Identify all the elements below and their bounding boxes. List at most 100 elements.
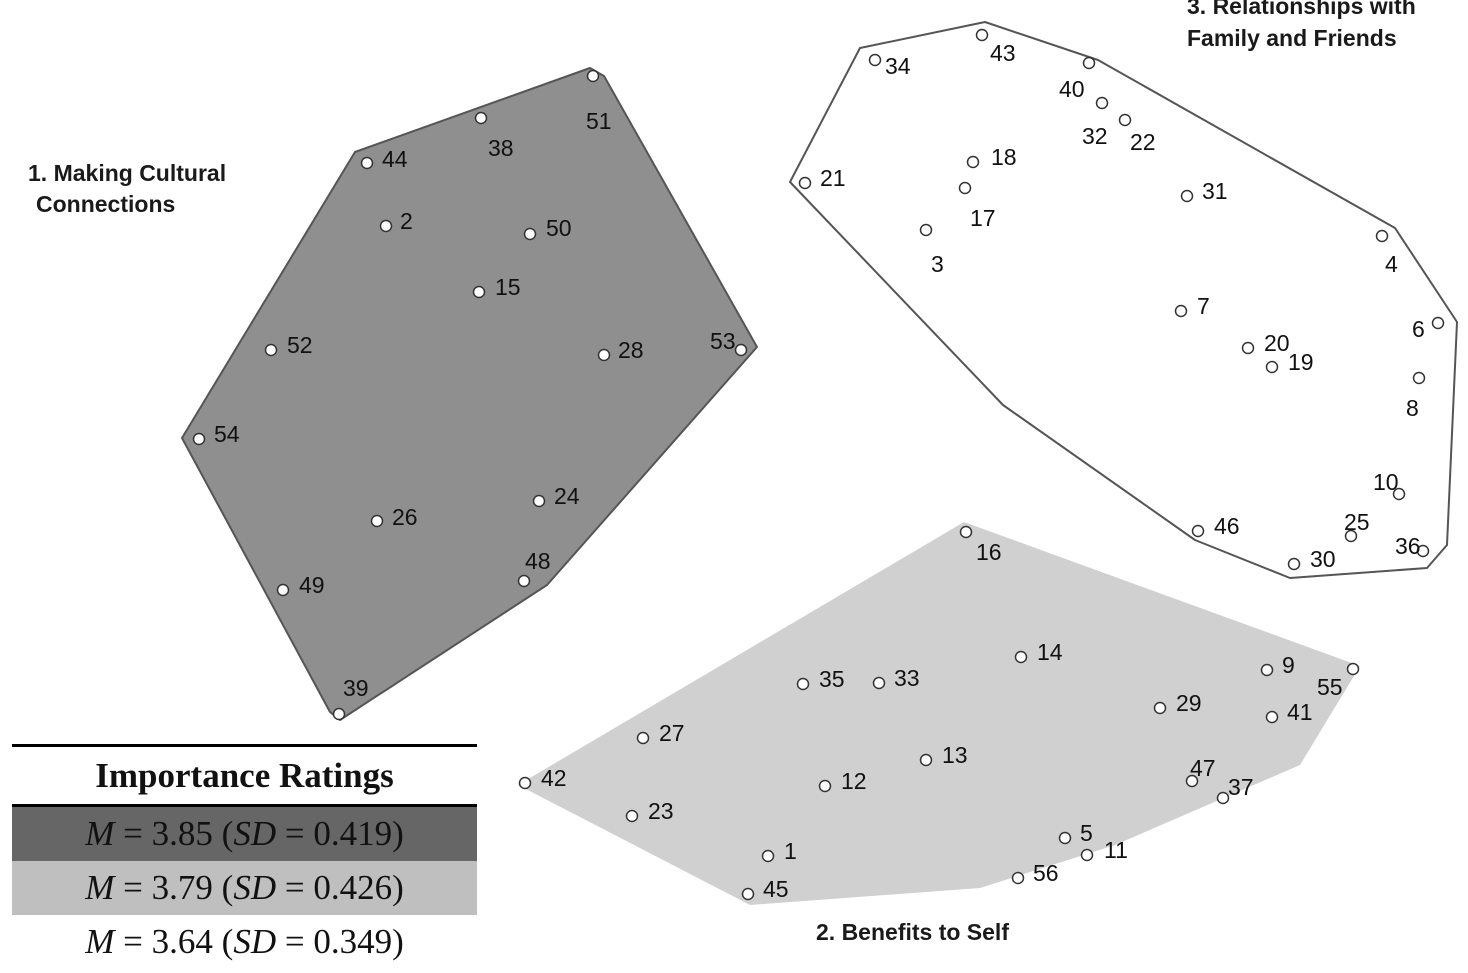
statement-point-10: [1392, 487, 1406, 501]
statement-point-47: [1185, 774, 1199, 788]
cluster-title-relationships: Family and Friends: [1187, 25, 1397, 51]
statement-label-20: 20: [1264, 330, 1290, 356]
statement-label-40: 40: [1059, 76, 1085, 102]
statement-label-9: 9: [1282, 652, 1295, 678]
statement-label-37: 37: [1228, 774, 1254, 800]
mean-value: 3.64: [151, 922, 213, 961]
statement-label-36: 36: [1395, 533, 1421, 559]
statement-label-25: 25: [1344, 509, 1370, 535]
legend-punct: ): [392, 814, 404, 853]
statement-label-13: 13: [942, 742, 968, 768]
cluster-region-relationships: [789, 21, 1458, 579]
statement-label-26: 26: [392, 504, 418, 530]
statement-label-53: 53: [710, 328, 736, 354]
statement-point-21: [798, 176, 812, 190]
sd-value: 0.419: [313, 814, 393, 853]
mean-value: 3.79: [151, 868, 213, 907]
statement-point-49: [276, 583, 290, 597]
statement-point-34: [868, 53, 882, 67]
statement-point-11: [1080, 848, 1094, 862]
statement-point-45: [741, 887, 755, 901]
statement-label-27: 27: [659, 720, 685, 746]
statement-label-55: 55: [1317, 674, 1343, 700]
mean-value: 3.85: [151, 814, 213, 853]
sd-symbol: SD: [233, 868, 277, 907]
importance-ratings-legend: Importance Ratings M = 3.85 (SD = 0.419)…: [12, 744, 477, 969]
statement-point-38: [474, 111, 488, 125]
statement-label-32: 32: [1082, 123, 1108, 149]
statement-point-43: [975, 28, 989, 42]
statement-point-30: [1287, 557, 1301, 571]
statement-point-24: [532, 494, 546, 508]
statement-point-22: [1118, 113, 1132, 127]
statement-point-2: [379, 219, 393, 233]
mean-symbol: M: [85, 868, 115, 907]
statement-label-38: 38: [488, 135, 514, 161]
legend-punct: ): [392, 868, 404, 907]
statement-point-7: [1174, 304, 1188, 318]
statement-label-49: 49: [299, 572, 325, 598]
legend-punct: (: [212, 814, 234, 853]
statement-label-33: 33: [894, 665, 920, 691]
statement-point-44: [360, 156, 374, 170]
statement-label-15: 15: [495, 274, 521, 300]
statement-point-29: [1153, 701, 1167, 715]
statement-point-51: [586, 69, 600, 83]
statement-point-40: [1082, 56, 1096, 70]
statement-point-56: [1011, 871, 1025, 885]
statement-label-50: 50: [546, 215, 572, 241]
statement-label-17: 17: [970, 205, 996, 231]
legend-title: Importance Ratings: [12, 747, 477, 807]
legend-punct: =: [276, 868, 314, 907]
statement-point-23: [625, 809, 639, 823]
statement-point-3: [919, 223, 933, 237]
statement-point-27: [636, 731, 650, 745]
statement-point-9: [1260, 663, 1274, 677]
cluster-region-self: [518, 522, 1360, 905]
statement-label-29: 29: [1176, 690, 1202, 716]
legend-punct: =: [114, 922, 152, 961]
legend-row-1: M = 3.85 (SD = 0.419): [12, 807, 477, 861]
statement-label-12: 12: [841, 768, 867, 794]
statement-label-30: 30: [1310, 546, 1336, 572]
statement-label-28: 28: [618, 337, 644, 363]
legend-punct: =: [114, 814, 152, 853]
statement-label-34: 34: [885, 53, 911, 79]
statement-label-3: 3: [931, 251, 944, 277]
statement-label-5: 5: [1080, 820, 1093, 846]
statement-point-4: [1375, 229, 1389, 243]
statement-point-54: [192, 432, 206, 446]
legend-punct: =: [276, 814, 314, 853]
cluster-region-cultural: [181, 67, 758, 721]
sd-symbol: SD: [233, 814, 277, 853]
statement-label-48: 48: [525, 548, 551, 574]
statement-point-17: [958, 181, 972, 195]
statement-label-8: 8: [1406, 395, 1419, 421]
sd-value: 0.349: [313, 922, 393, 961]
statement-label-7: 7: [1197, 293, 1210, 319]
statement-point-15: [472, 285, 486, 299]
statement-point-1: [761, 849, 775, 863]
statement-point-6: [1431, 316, 1445, 330]
statement-label-24: 24: [554, 483, 580, 509]
statement-label-35: 35: [819, 666, 845, 692]
statement-label-1: 1: [784, 838, 797, 864]
statement-point-50: [523, 227, 537, 241]
statement-label-4: 4: [1385, 251, 1398, 277]
statement-label-18: 18: [991, 144, 1017, 170]
legend-row-3: M = 3.64 (SD = 0.349): [12, 915, 477, 969]
cluster-title-self: 2. Benefits to Self: [816, 919, 1009, 945]
cluster-title-relationships: 3. Relationships with: [1187, 0, 1416, 19]
statement-point-48: [517, 574, 531, 588]
sd-symbol: SD: [233, 922, 277, 961]
legend-top-rule: [12, 744, 477, 747]
statement-point-26: [370, 514, 384, 528]
statement-point-12: [818, 779, 832, 793]
statement-label-43: 43: [990, 40, 1016, 66]
statement-point-5: [1058, 831, 1072, 845]
statement-point-35: [796, 677, 810, 691]
statement-label-14: 14: [1037, 639, 1063, 665]
mean-symbol: M: [85, 814, 115, 853]
cluster-title-cultural: 1. Making Cultural: [28, 160, 226, 186]
